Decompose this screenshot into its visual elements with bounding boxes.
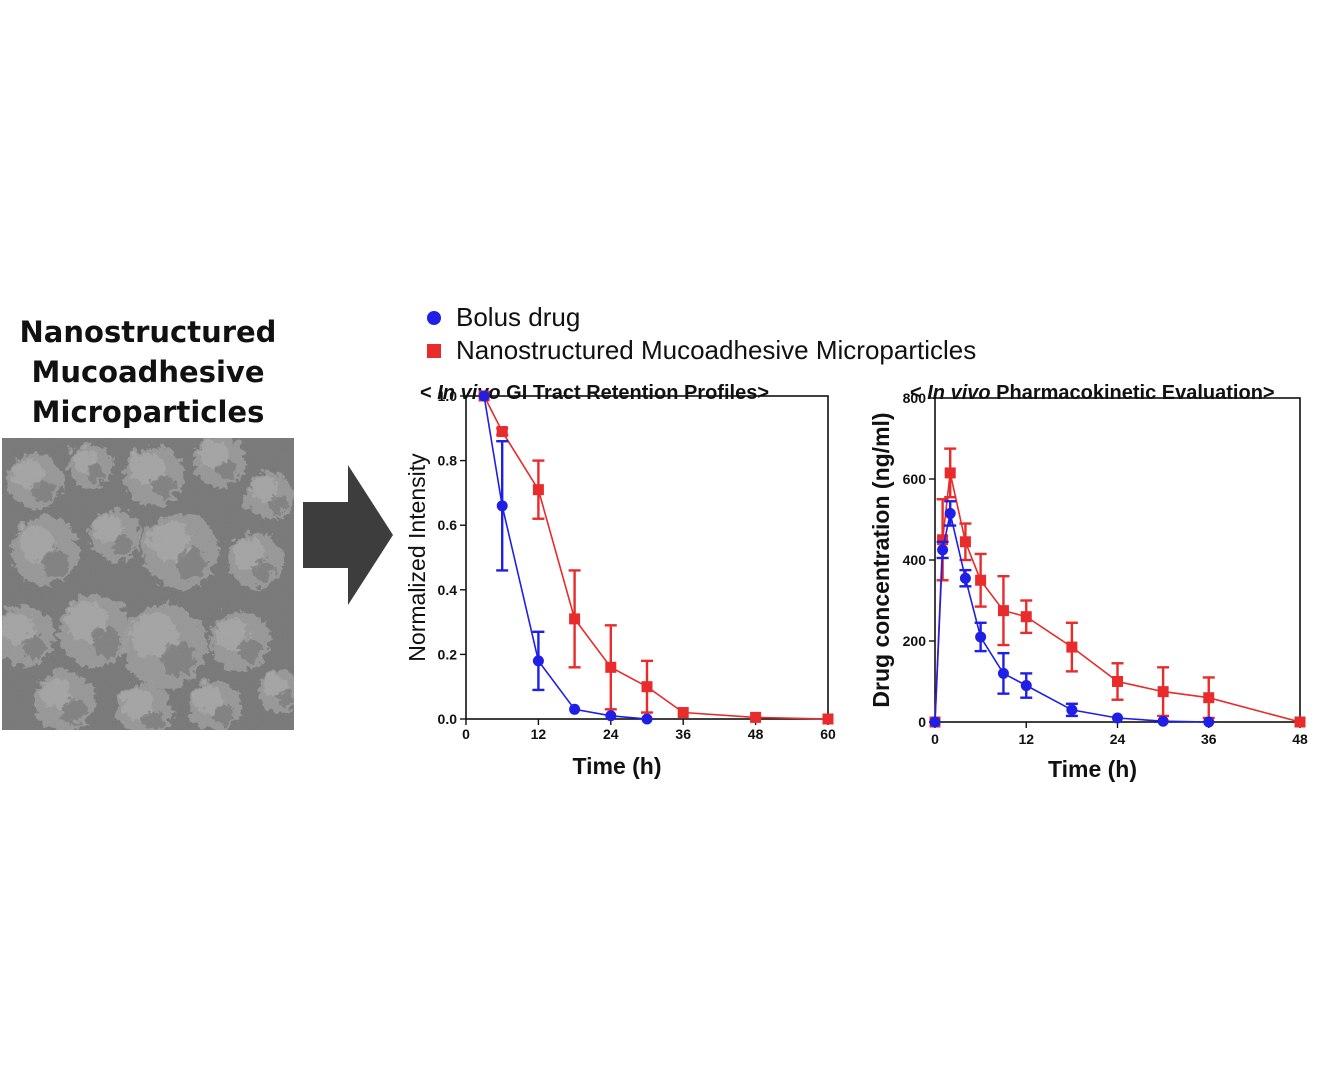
legend-item-bolus: Bolus drug [420, 302, 580, 333]
data-point [1203, 692, 1215, 704]
x-axis-label: Time (h) [1048, 756, 1137, 782]
x-tick-label: 36 [1201, 731, 1217, 747]
data-point [532, 655, 544, 667]
data-point [959, 572, 971, 584]
x-tick-label: 12 [531, 726, 547, 742]
legend-square-marker [427, 343, 441, 358]
x-tick-label: 24 [603, 726, 619, 742]
data-point [532, 484, 544, 496]
x-axis-label: Time (h) [572, 753, 661, 779]
y-axis-label: Normalized Intensity [404, 453, 430, 662]
data-point [1112, 676, 1123, 687]
y-tick-label: 600 [903, 471, 927, 487]
data-point [1066, 641, 1078, 653]
data-point [641, 681, 653, 693]
data-point [605, 661, 617, 673]
data-point [1203, 716, 1215, 728]
sem-micrograph [2, 438, 294, 730]
data-point [959, 536, 971, 548]
y-tick-label: 0.2 [438, 646, 458, 662]
data-point [496, 500, 508, 512]
data-point [975, 631, 987, 643]
y-tick-label: 400 [903, 552, 927, 568]
series-microparticles [929, 447, 1306, 728]
data-point [1020, 611, 1032, 623]
chart-title-italic: In vivo [927, 382, 990, 404]
y-tick-label: 0 [918, 714, 926, 730]
data-point [944, 467, 956, 479]
x-tick-label: 36 [675, 726, 691, 742]
x-tick-label: 0 [462, 726, 470, 742]
y-tick-label: 200 [903, 633, 927, 649]
data-point [496, 426, 508, 438]
y-tick-label: 1.0 [438, 388, 458, 404]
series-microparticles [478, 390, 834, 725]
data-point [677, 707, 689, 719]
data-point [997, 667, 1009, 679]
chart-title-rest: Pharmacokinetic Evaluation> [991, 382, 1275, 404]
x-tick-label: 12 [1018, 731, 1034, 747]
chart-title-rest: GI Tract Retention Profiles> [501, 382, 769, 404]
data-point [1066, 704, 1078, 716]
data-point [1112, 712, 1123, 724]
data-point [929, 716, 941, 728]
y-tick-label: 0.8 [438, 453, 458, 469]
data-point [641, 713, 653, 725]
left-title-line: Nanostructured [19, 315, 277, 349]
legend-circle-marker [427, 310, 441, 325]
y-axis-label: Drug concentration (ng/ml) [868, 412, 894, 707]
y-tick-label: 0.0 [438, 711, 458, 727]
data-point [975, 574, 987, 586]
y-tick-label: 800 [903, 390, 927, 406]
series-bolus [478, 390, 653, 725]
left-title-line: Microparticles [31, 395, 265, 429]
legend-label: Bolus drug [456, 302, 581, 332]
legend-label: Nanostructured Mucoadhesive Microparticl… [456, 335, 977, 365]
left-title: Nanostructured Mucoadhesive Microparticl… [0, 312, 296, 432]
x-tick-label: 48 [1292, 731, 1308, 747]
data-point [478, 390, 490, 402]
chart-title-prefix: < [420, 382, 437, 404]
data-point [937, 534, 949, 546]
right-arrow-icon [303, 465, 393, 605]
y-tick-label: 0.4 [438, 582, 458, 598]
data-point [1157, 686, 1169, 698]
x-tick-label: 0 [931, 731, 939, 747]
y-tick-label: 0.6 [438, 517, 458, 533]
data-point [1157, 715, 1169, 727]
series-line [483, 395, 829, 720]
data-point [937, 544, 949, 556]
data-point [750, 711, 762, 723]
chart-retention: < In vivo GI Tract Retention Profiles> 0.… [404, 382, 836, 779]
data-point [997, 605, 1009, 617]
data-point [605, 710, 617, 722]
series-bolus [929, 500, 1215, 728]
data-point [1020, 680, 1032, 692]
data-point [944, 507, 956, 519]
x-tick-label: 24 [1110, 731, 1126, 747]
chart-pharmacokinetic: < In vivo Pharmacokinetic Evaluation> 0 20… [868, 382, 1308, 782]
chart-title: < In vivo Pharmacokinetic Evaluation> [910, 382, 1275, 404]
data-point [569, 613, 581, 625]
series-line [483, 395, 648, 720]
data-point [1294, 716, 1306, 728]
series-line [934, 472, 1301, 723]
chart-title-prefix: < [910, 382, 927, 404]
chart-legend: Bolus drug Nanostructured Mucoadhesive M… [420, 302, 1060, 368]
x-tick-label: 48 [748, 726, 764, 742]
legend-item-microparticles: Nanostructured Mucoadhesive Microparticl… [420, 335, 976, 366]
chart-title: < In vivo GI Tract Retention Profiles> [420, 382, 769, 404]
data-point [822, 713, 834, 725]
x-tick-label: 60 [820, 726, 836, 742]
data-point [569, 703, 581, 715]
left-title-line: Mucoadhesive [31, 355, 265, 389]
